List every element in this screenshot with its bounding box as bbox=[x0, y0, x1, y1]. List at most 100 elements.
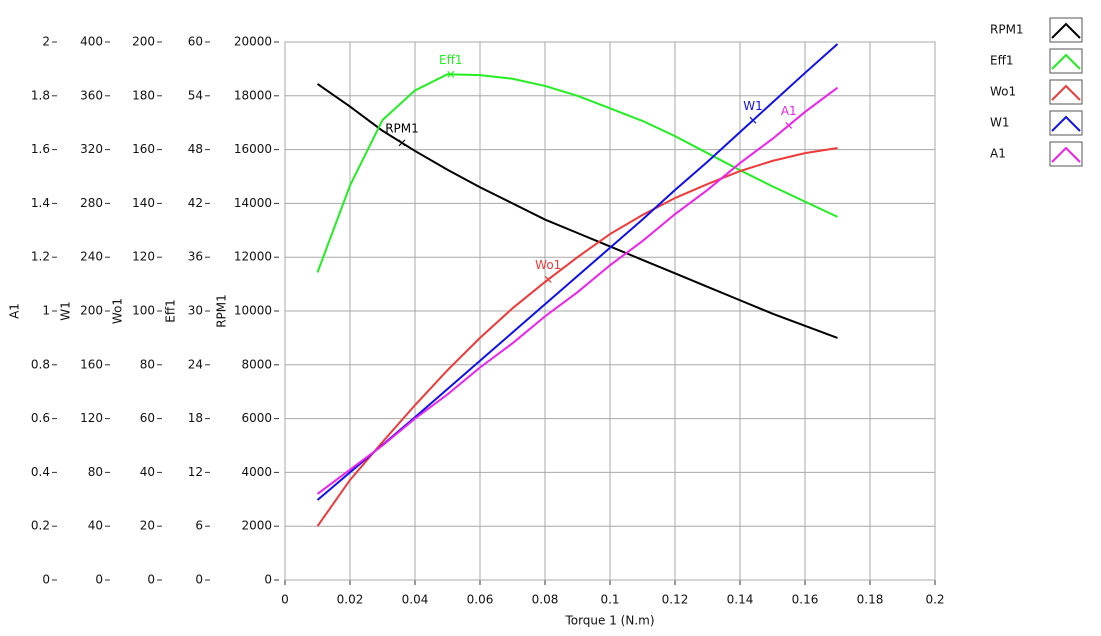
y-tick-label: 0.4 bbox=[31, 465, 50, 479]
legend-label: Wo1 bbox=[990, 85, 1016, 99]
cursor-marker bbox=[398, 139, 406, 147]
y-tick-label: 54 bbox=[188, 88, 203, 102]
y-tick-label: 20 bbox=[140, 519, 155, 533]
cursor-label: RPM1 bbox=[385, 121, 419, 135]
y-tick-label: 0 bbox=[42, 573, 50, 587]
legend-swatch bbox=[1051, 22, 1081, 39]
cursor-marker bbox=[447, 70, 455, 78]
y-tick-label: 2000 bbox=[241, 519, 272, 533]
line-series bbox=[316, 73, 838, 273]
y-tick-label: 14000 bbox=[234, 196, 272, 210]
y-tick-label: 40 bbox=[140, 465, 155, 479]
y-tick-label: 160 bbox=[80, 357, 103, 371]
legend-label: RPM1 bbox=[990, 23, 1024, 37]
legend-box bbox=[1049, 141, 1083, 167]
y-tick-label: 24 bbox=[188, 357, 203, 371]
y-tick-label: 0.2 bbox=[31, 519, 50, 533]
legend-box bbox=[1049, 110, 1083, 136]
y-tick-label: 320 bbox=[80, 142, 103, 156]
x-tick-label: 0.18 bbox=[857, 593, 884, 607]
y-axis-title: RPM1 bbox=[215, 294, 229, 328]
y-tick-label: 0 bbox=[264, 573, 272, 587]
line-series bbox=[316, 86, 839, 495]
legend-label: Eff1 bbox=[990, 54, 1013, 68]
cursor-label: Eff1 bbox=[439, 53, 462, 67]
y-tick-label: 140 bbox=[132, 196, 155, 210]
x-tick-label: 0.2 bbox=[925, 593, 944, 607]
y-tick-label: 1.2 bbox=[31, 250, 50, 264]
legend-box bbox=[1049, 79, 1083, 105]
legend-swatch bbox=[1051, 115, 1081, 132]
y-tick-label: 100 bbox=[132, 304, 155, 318]
y-tick-label: 360 bbox=[80, 88, 103, 102]
y-tick-label: 2 bbox=[42, 35, 50, 49]
y-tick-label: 42 bbox=[188, 196, 203, 210]
y-tick-label: 0 bbox=[95, 573, 103, 587]
y-tick-label: 60 bbox=[140, 411, 155, 425]
y-tick-label: 160 bbox=[132, 142, 155, 156]
y-tick-label: 12000 bbox=[234, 250, 272, 264]
y-tick-label: 12 bbox=[188, 465, 203, 479]
x-tick-label: 0.12 bbox=[662, 593, 689, 607]
y-tick-label: 60 bbox=[188, 35, 203, 49]
y-tick-label: 1.4 bbox=[31, 196, 50, 210]
cursor-marker bbox=[785, 121, 793, 129]
y-tick-label: 120 bbox=[132, 250, 155, 264]
legend-swatch bbox=[1051, 84, 1081, 101]
y-tick-label: 1 bbox=[42, 304, 50, 318]
y-tick-label: 0.6 bbox=[31, 411, 50, 425]
y-tick-label: 180 bbox=[132, 88, 155, 102]
y-tick-label: 280 bbox=[80, 196, 103, 210]
y-axis-title: Wo1 bbox=[111, 298, 125, 324]
x-tick-label: 0.02 bbox=[337, 593, 364, 607]
y-axis-title: Eff1 bbox=[164, 299, 178, 322]
y-tick-label: 200 bbox=[132, 35, 155, 49]
y-tick-label: 30 bbox=[188, 304, 203, 318]
cursor-label: A1 bbox=[781, 104, 797, 118]
cursor-label: W1 bbox=[743, 99, 763, 113]
y-tick-label: 120 bbox=[80, 411, 103, 425]
x-tick-label: 0.14 bbox=[727, 593, 754, 607]
legend-label: W1 bbox=[990, 116, 1010, 130]
y-tick-label: 6 bbox=[195, 519, 203, 533]
x-tick-label: 0.08 bbox=[532, 593, 559, 607]
y-tick-label: 1.6 bbox=[31, 142, 50, 156]
cursor-marker bbox=[749, 116, 757, 124]
y-tick-label: 16000 bbox=[234, 142, 272, 156]
line-series bbox=[316, 146, 838, 527]
y-tick-label: 1.8 bbox=[31, 88, 50, 102]
cursor-marker bbox=[544, 276, 552, 283]
y-tick-label: 18000 bbox=[234, 88, 272, 102]
y-tick-label: 0.8 bbox=[31, 357, 50, 371]
y-tick-label: 400 bbox=[80, 35, 103, 49]
y-tick-label: 200 bbox=[80, 304, 103, 318]
y-tick-label: 0 bbox=[195, 573, 203, 587]
x-tick-label: 0.1 bbox=[600, 593, 619, 607]
y-tick-label: 0 bbox=[147, 573, 155, 587]
y-tick-label: 48 bbox=[188, 142, 203, 156]
x-tick-label: 0 bbox=[281, 593, 289, 607]
legend-label: A1 bbox=[990, 147, 1006, 161]
y-tick-label: 4000 bbox=[241, 465, 272, 479]
x-tick-label: 0.06 bbox=[467, 593, 494, 607]
y-tick-label: 80 bbox=[140, 357, 155, 371]
y-axis-title: A1 bbox=[8, 303, 22, 319]
y-tick-label: 240 bbox=[80, 250, 103, 264]
legend-swatch bbox=[1051, 53, 1081, 70]
y-tick-label: 80 bbox=[88, 465, 103, 479]
legend-box bbox=[1049, 48, 1083, 74]
y-tick-label: 36 bbox=[188, 250, 203, 264]
legend-box bbox=[1049, 17, 1083, 43]
y-tick-label: 18 bbox=[188, 411, 203, 425]
y-axis-title: W1 bbox=[59, 301, 73, 321]
cursor-label: Wo1 bbox=[535, 258, 561, 272]
legend-swatch bbox=[1051, 146, 1081, 163]
y-tick-label: 8000 bbox=[241, 357, 272, 371]
y-tick-label: 40 bbox=[88, 519, 103, 533]
x-tick-label: 0.16 bbox=[792, 593, 819, 607]
y-tick-label: 20000 bbox=[234, 35, 272, 49]
x-axis-title: Torque 1 (N.m) bbox=[564, 614, 654, 628]
x-tick-label: 0.04 bbox=[402, 593, 429, 607]
y-tick-label: 10000 bbox=[234, 304, 272, 318]
